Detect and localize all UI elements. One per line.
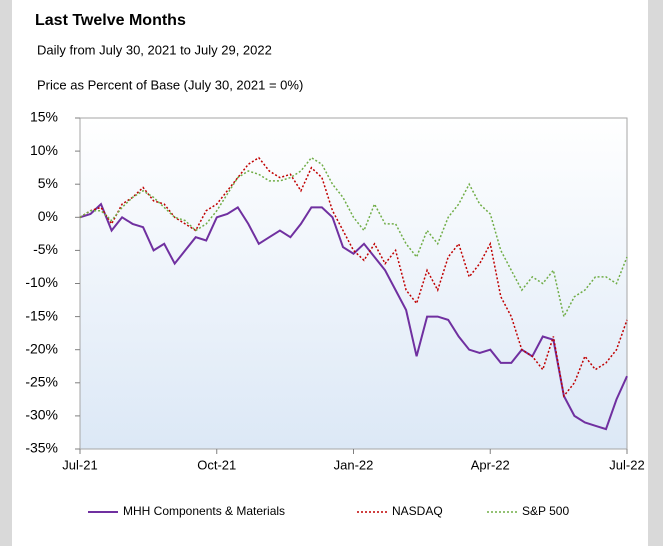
y-tick-label: -35%: [25, 440, 58, 456]
x-tick-label: Jul-22: [609, 457, 644, 472]
y-tick-label: 0%: [38, 208, 58, 224]
series-line: [79, 202, 628, 431]
x-tick-label: Jul-21: [62, 457, 97, 472]
series-line: [79, 156, 628, 319]
legend-label: MHH Components & Materials: [123, 504, 285, 518]
y-tick-label: -5%: [33, 241, 58, 257]
plot-area: [79, 117, 628, 450]
chart-title: Last Twelve Months: [35, 12, 186, 29]
x-tick-label: Apr-22: [471, 457, 510, 472]
y-tick-label: -25%: [25, 374, 58, 390]
legend-label: S&P 500: [522, 504, 569, 518]
y-tick-label: 10%: [30, 142, 58, 158]
x-tick-label: Jan-22: [334, 457, 374, 472]
y-tick-label: 15%: [30, 109, 58, 125]
legend-label: NASDAQ: [392, 504, 443, 518]
y-tick-label: -15%: [25, 307, 58, 323]
y-axis-label: Price as Percent of Base (July 30, 2021 …: [37, 77, 303, 92]
chart-subtitle: Daily from July 30, 2021 to July 29, 202…: [37, 42, 272, 57]
y-tick-label: -10%: [25, 274, 58, 290]
x-tick-label: Oct-21: [197, 457, 236, 472]
y-tick-label: 5%: [38, 175, 58, 191]
y-tick-label: -20%: [25, 340, 58, 356]
y-tick-label: -30%: [25, 407, 58, 423]
